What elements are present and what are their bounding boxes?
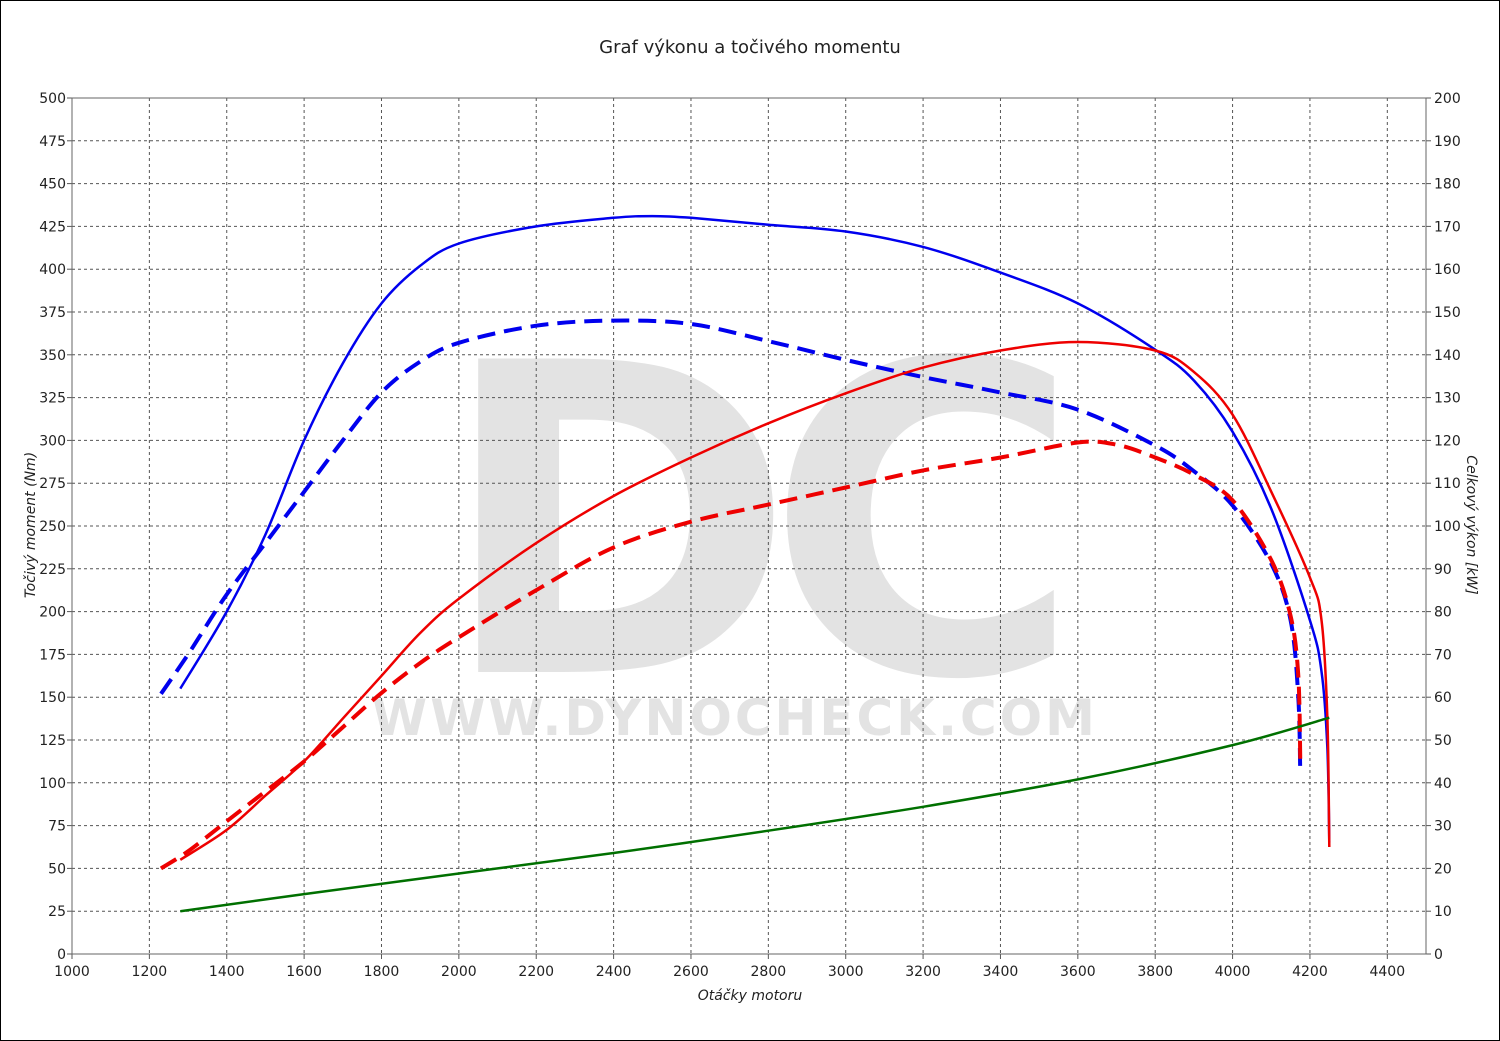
x-tick-label: 2000 xyxy=(441,964,477,980)
x-tick-label: 1600 xyxy=(286,964,322,980)
watermark-logo: DC xyxy=(439,274,1055,774)
x-tick-labels: 1000 1200 1400 1600 1800 2000 2200 2400 2600 2800… xyxy=(54,964,1405,980)
x-tick-label: 3400 xyxy=(983,964,1019,980)
watermark-url: WWW.DYNOCHECK.COM xyxy=(372,689,1098,747)
y-left-tick-label: 100 xyxy=(39,776,66,792)
x-tick-label: 3600 xyxy=(1060,964,1096,980)
y-left-tick-label: 475 xyxy=(39,134,66,150)
series-line-3 xyxy=(179,340,1331,861)
y-left-tick-label: 75 xyxy=(48,819,66,835)
x-tick-label: 2400 xyxy=(596,964,632,980)
chart-title: Graf výkonu a točivého momentu xyxy=(599,37,901,58)
y-right-tick-label: 160 xyxy=(1434,262,1461,278)
y-right-tick-label: 10 xyxy=(1434,904,1452,920)
y-right-tick-label: 50 xyxy=(1434,733,1452,749)
y-right-tick-label: 20 xyxy=(1434,861,1452,877)
series-line-5 xyxy=(180,716,1330,913)
y-left-tick-label: 125 xyxy=(39,733,66,749)
y-left-tick-label: 375 xyxy=(39,305,66,321)
y-left-tick-label: 175 xyxy=(39,647,66,663)
y-left-tick-label: 350 xyxy=(39,348,66,364)
y-right-tick-labels: 0 10 20 30 40 50 60 70 80 90 100 110 120 130 140 150 160… xyxy=(1434,91,1461,963)
y-left-tick-labels: 0 25 50 75 100 125 150 175 200 225 250 275 300 325 350… xyxy=(39,91,66,963)
x-tick-label: 1400 xyxy=(209,964,245,980)
y-right-tick-label: 60 xyxy=(1434,690,1452,706)
series-line-1 xyxy=(179,214,1331,843)
y-right-tick-label: 30 xyxy=(1434,819,1452,835)
y-left-tick-label: 50 xyxy=(48,861,66,877)
x-tick-label: 2800 xyxy=(751,964,787,980)
grid xyxy=(67,97,1431,959)
series-layer xyxy=(159,214,1331,913)
y-left-tick-label: 200 xyxy=(39,605,66,621)
y-left-tick-label: 150 xyxy=(39,690,66,706)
x-tick-label: 3800 xyxy=(1137,964,1173,980)
x-tick-label: 4000 xyxy=(1215,964,1251,980)
y-left-tick-label: 250 xyxy=(39,519,66,535)
x-tick-label: 4400 xyxy=(1369,964,1405,980)
y-right-tick-label: 100 xyxy=(1434,519,1461,535)
x-tick-label: 2200 xyxy=(518,964,554,980)
plot-border xyxy=(71,97,1427,955)
y-right-tick-label: 110 xyxy=(1434,476,1461,492)
x-tick-label: 1200 xyxy=(132,964,168,980)
x-tick-label: 1000 xyxy=(54,964,90,980)
y-left-axis-label: Točivý moment (Nm) xyxy=(23,452,39,598)
y-right-tick-label: 70 xyxy=(1434,647,1452,663)
x-tick-label: 3200 xyxy=(905,964,941,980)
y-right-tick-label: 150 xyxy=(1434,305,1461,321)
x-tick-label: 3000 xyxy=(828,964,864,980)
x-tick-label: 1800 xyxy=(364,964,400,980)
x-tick-label: 2600 xyxy=(673,964,709,980)
x-axis-label: Otáčky motoru xyxy=(698,988,803,1004)
y-right-tick-label: 40 xyxy=(1434,776,1452,792)
y-left-tick-label: 25 xyxy=(48,904,66,920)
y-right-tick-label: 190 xyxy=(1434,134,1461,150)
y-right-tick-label: 130 xyxy=(1434,391,1461,407)
y-left-tick-label: 300 xyxy=(39,433,66,449)
y-left-tick-label: 450 xyxy=(39,177,66,193)
y-left-tick-label: 500 xyxy=(39,91,66,107)
y-left-tick-label: 400 xyxy=(39,262,66,278)
y-right-tick-label: 180 xyxy=(1434,177,1461,193)
y-right-tick-label: 200 xyxy=(1434,91,1461,107)
y-left-tick-label: 425 xyxy=(39,219,66,235)
x-tick-label: 4200 xyxy=(1292,964,1328,980)
y-right-tick-label: 170 xyxy=(1434,219,1461,235)
y-right-axis-label: Celkový výkon [kW] xyxy=(1463,455,1479,594)
y-left-tick-label: 325 xyxy=(39,391,66,407)
y-right-tick-label: 90 xyxy=(1434,562,1452,578)
y-left-tick-label: 225 xyxy=(39,562,66,578)
y-left-tick-label: 0 xyxy=(57,947,66,963)
y-right-tick-label: 120 xyxy=(1434,433,1461,449)
y-right-tick-label: 0 xyxy=(1434,947,1443,963)
y-left-tick-label: 275 xyxy=(39,476,66,492)
y-right-tick-label: 140 xyxy=(1434,348,1461,364)
y-right-tick-label: 80 xyxy=(1434,605,1452,621)
series-line-4 xyxy=(159,439,1303,871)
